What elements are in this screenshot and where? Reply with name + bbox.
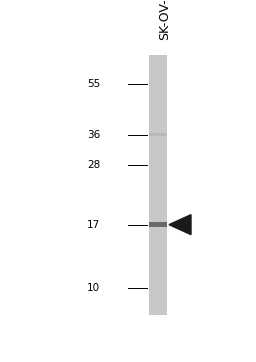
Text: 36: 36 xyxy=(87,130,100,140)
Bar xyxy=(149,55,167,315)
Text: 55: 55 xyxy=(87,79,100,89)
Polygon shape xyxy=(169,215,191,235)
Text: 28: 28 xyxy=(87,160,100,170)
Text: 10: 10 xyxy=(87,283,100,293)
Bar xyxy=(149,133,167,136)
Text: 17: 17 xyxy=(87,220,100,230)
Text: SK-OV-3: SK-OV-3 xyxy=(158,0,171,40)
Bar xyxy=(149,222,167,227)
